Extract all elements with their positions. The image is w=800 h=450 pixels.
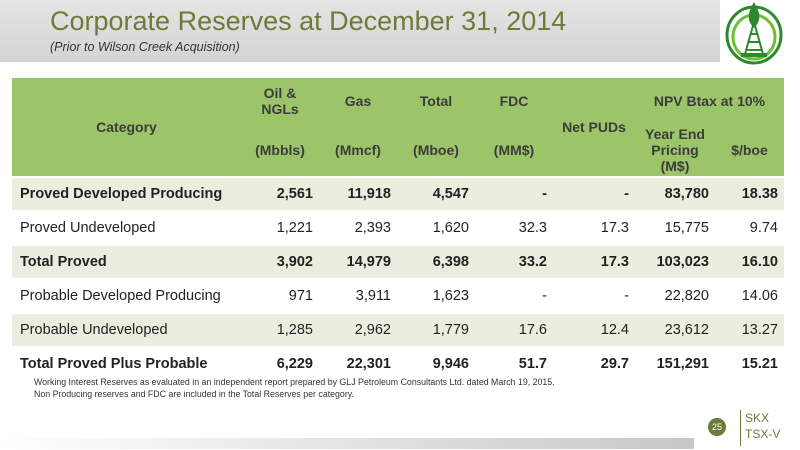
cell-category: Probable Developed Producing	[12, 278, 241, 313]
cell-npv: 23,612	[635, 312, 715, 347]
cell-per-boe: 16.10	[715, 244, 784, 279]
cell-net-puds: 17.3	[553, 210, 635, 245]
cell-fdc: -	[475, 176, 553, 211]
ticker-divider	[740, 410, 741, 446]
cell-gas: 2,962	[319, 312, 397, 347]
table-row: Proved Developed Producing 2,561 11,918 …	[12, 176, 784, 211]
logo-base	[741, 53, 767, 57]
cell-fdc: 51.7	[475, 346, 553, 380]
cell-net-puds: 12.4	[553, 312, 635, 347]
header-gas-unit: (Mmcf)	[319, 124, 397, 177]
cell-npv: 15,775	[635, 210, 715, 245]
header-fdc-unit: (MM$)	[475, 124, 553, 177]
header-gas: Gas	[319, 78, 397, 124]
slide-subtitle: (Prior to Wilson Creek Acquisition)	[50, 40, 240, 54]
cell-fdc: 17.6	[475, 312, 553, 347]
cell-gas: 3,911	[319, 278, 397, 313]
cell-net-puds: 29.7	[553, 346, 635, 380]
page-number-badge: 25	[708, 418, 726, 436]
logo-derrick	[744, 21, 764, 55]
header-total: Total	[397, 78, 475, 124]
ticker-symbol: SKX	[745, 411, 770, 425]
cell-per-boe: 18.38	[715, 176, 784, 211]
cell-npv: 83,780	[635, 176, 715, 211]
header-band	[0, 0, 720, 62]
cell-npv: 151,291	[635, 346, 715, 380]
cell-gas: 14,979	[319, 244, 397, 279]
cell-total: 1,620	[397, 210, 475, 245]
cell-oil: 1,221	[241, 210, 319, 245]
cell-oil: 3,902	[241, 244, 319, 279]
table-row: Probable Developed Producing 971 3,911 1…	[12, 278, 784, 313]
cell-category: Proved Developed Producing	[12, 176, 241, 211]
cell-total: 1,623	[397, 278, 475, 313]
cell-fdc: 33.2	[475, 244, 553, 279]
cell-total: 4,547	[397, 176, 475, 211]
bottom-rule	[0, 438, 694, 449]
cell-gas: 2,393	[319, 210, 397, 245]
header-total-unit: (Mboe)	[397, 124, 475, 177]
cell-category: Proved Undeveloped	[12, 210, 241, 245]
cell-total: 1,779	[397, 312, 475, 347]
logo-leaf	[748, 2, 760, 28]
header-fdc: FDC	[475, 78, 553, 124]
header-oil-unit: (Mbbls)	[241, 124, 319, 177]
table-row: Probable Undeveloped 1,285 2,962 1,779 1…	[12, 312, 784, 347]
cell-net-puds: -	[553, 278, 635, 313]
reserves-table: Category Oil & NGLs Gas Total FDC Net PU…	[12, 78, 784, 380]
cell-fdc: 32.3	[475, 210, 553, 245]
table-row: Total Proved 3,902 14,979 6,398 33.2 17.…	[12, 244, 784, 279]
cell-net-puds: -	[553, 176, 635, 211]
cell-per-boe: 14.06	[715, 278, 784, 313]
header-net-puds: Net PUDs	[553, 78, 635, 177]
header-npv-group: NPV Btax at 10%	[635, 78, 784, 124]
cell-fdc: -	[475, 278, 553, 313]
cell-npv: 103,023	[635, 244, 715, 279]
cell-npv: 22,820	[635, 278, 715, 313]
footnote: Working Interest Reserves as evaluated i…	[34, 376, 555, 400]
cell-oil: 971	[241, 278, 319, 313]
footnote-source: Working Interest Reserves as evaluated i…	[34, 377, 555, 387]
header-oil: Oil & NGLs	[241, 78, 319, 124]
cell-oil: 1,285	[241, 312, 319, 347]
cell-total: 9,946	[397, 346, 475, 380]
cell-per-boe: 9.74	[715, 210, 784, 245]
cell-net-puds: 17.3	[553, 244, 635, 279]
cell-per-boe: 13.27	[715, 312, 784, 347]
cell-oil: 6,229	[241, 346, 319, 380]
header-npv-pricing: Year End Pricing (M$)	[635, 124, 715, 177]
table-row: Proved Undeveloped 1,221 2,393 1,620 32.…	[12, 210, 784, 245]
header-category: Category	[12, 78, 241, 177]
cell-gas: 22,301	[319, 346, 397, 380]
ticker-exchange: TSX-V	[745, 427, 781, 441]
cell-category: Probable Undeveloped	[12, 312, 241, 347]
cell-category: Total Proved Plus Probable	[12, 346, 241, 380]
cell-total: 6,398	[397, 244, 475, 279]
cell-per-boe: 15.21	[715, 346, 784, 380]
footnote-inclusion: Non Producing reserves and FDC are inclu…	[34, 389, 354, 399]
header-npv-per-boe: $/boe	[715, 124, 784, 177]
cell-category: Total Proved	[12, 244, 241, 279]
cell-oil: 2,561	[241, 176, 319, 211]
slide-title: Corporate Reserves at December 31, 2014	[50, 6, 567, 36]
table-row: Total Proved Plus Probable 6,229 22,301 …	[12, 346, 784, 380]
cell-gas: 11,918	[319, 176, 397, 211]
oil-derrick-leaf-logo	[725, 2, 783, 65]
